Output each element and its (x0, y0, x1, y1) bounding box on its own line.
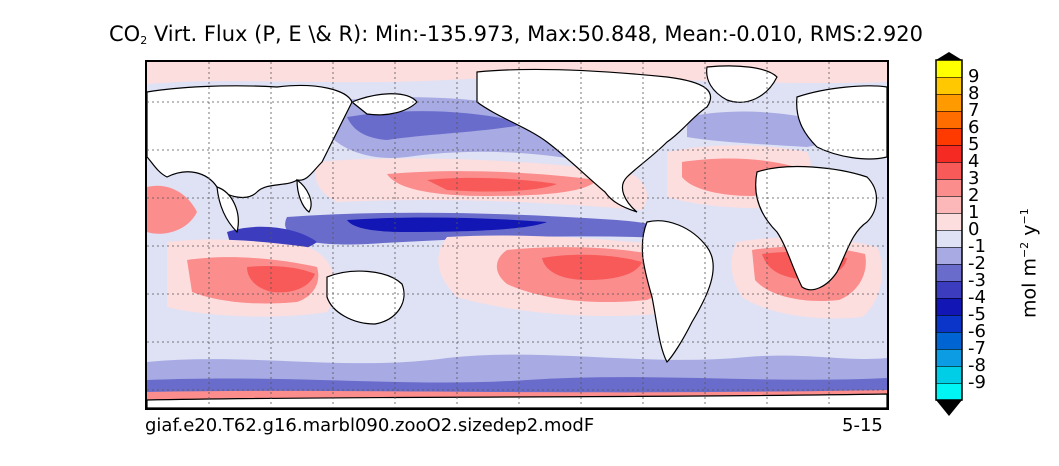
colorbar-segment (935, 382, 963, 401)
contour-arabian-sea-red (147, 185, 197, 234)
contour-north-pacific-darker (347, 111, 527, 140)
colorbar-tick-label: -6 (968, 321, 986, 342)
land-europe (796, 85, 887, 160)
colorbar-tick-label: 0 (968, 219, 980, 240)
land-north-america (476, 68, 712, 213)
colorbar-segment (935, 178, 963, 197)
colorbar-segment (935, 127, 963, 146)
land-eurasia (147, 84, 353, 199)
land-australia (326, 270, 405, 325)
colorbar-tick-label: -1 (968, 236, 986, 257)
colorbar-tick-label: 9 (968, 66, 980, 87)
colorbar-segment (935, 93, 963, 112)
colorbar-tick-label: -4 (968, 287, 986, 308)
colorbar-units: mol m−2 y−1 (1018, 208, 1041, 318)
land-africa (755, 165, 877, 291)
colorbar-outline (935, 59, 963, 401)
land-greenland (706, 65, 778, 103)
colorbar-tick-labels: 9 8 7 6 5 4 3 2 1 0 -1 -2 -3 -4 -5 -6 -7 -8 -9 (968, 60, 1008, 400)
colorbar-tick-label: 7 (968, 100, 980, 121)
case-name-caption: giaf.e20.T62.g16.marbl090.zooO2.sizedep2… (145, 415, 595, 436)
land-south-america (641, 220, 714, 363)
colorbar (935, 52, 963, 416)
colorbar-segment (935, 229, 963, 248)
colorbar-tick-label: -2 (968, 253, 986, 274)
colorbar-segment (935, 195, 963, 214)
colorbar-segment (935, 348, 963, 367)
colorbar-segment (935, 280, 963, 299)
colorbar-tick-label: -3 (968, 270, 986, 291)
colorbar-tick-label: 4 (968, 151, 980, 172)
colorbar-tick-label: 1 (968, 202, 980, 223)
colorbar-segment (935, 144, 963, 163)
colorbar-segment (935, 314, 963, 333)
land-masses (147, 65, 887, 408)
map-plot (147, 62, 887, 408)
colorbar-tick-label: 8 (968, 83, 980, 104)
colorbar-segment (935, 263, 963, 282)
colorbar-tick-label: -5 (968, 304, 986, 325)
land-se-asia (296, 178, 312, 213)
colorbar-tick-label: -9 (968, 372, 986, 393)
colorbar-tick-label: 3 (968, 168, 980, 189)
colorbar-segment (935, 331, 963, 350)
contour-north-atlantic-blue (687, 111, 831, 147)
colorbar-tick-label: 2 (968, 185, 980, 206)
colorbar-segments (935, 59, 963, 401)
contour-equatorial-darkblue (347, 217, 547, 232)
colorbar-tick-label: 5 (968, 134, 980, 155)
map-title: CO2 Virt. Flux (P, E \& R): Min:-135.973… (109, 22, 923, 47)
colorbar-segment (935, 365, 963, 384)
colorbar-segment (935, 246, 963, 265)
contour-indian-ocean-core (247, 265, 315, 293)
colorbar-tick-label: -8 (968, 355, 986, 376)
colorbar-tick-label: 6 (968, 117, 980, 138)
colorbar-tick-label: -7 (968, 338, 986, 359)
colorbar-segment (935, 297, 963, 316)
colorbar-segment (935, 212, 963, 231)
contour-south-pacific-core (542, 254, 642, 280)
colorbar-segment (935, 110, 963, 129)
colorbar-under-triangle (936, 400, 962, 416)
gridlines (147, 62, 887, 408)
map-panel (145, 60, 889, 410)
colorbar-segment (935, 59, 963, 78)
colorbar-segment (935, 76, 963, 95)
contour-north-pacific-subtropic-core (427, 177, 557, 192)
land-antarctica (147, 393, 887, 408)
colorbar-over-triangle (936, 52, 962, 60)
period-caption: 5-15 (842, 415, 883, 436)
colorbar-segment (935, 161, 963, 180)
